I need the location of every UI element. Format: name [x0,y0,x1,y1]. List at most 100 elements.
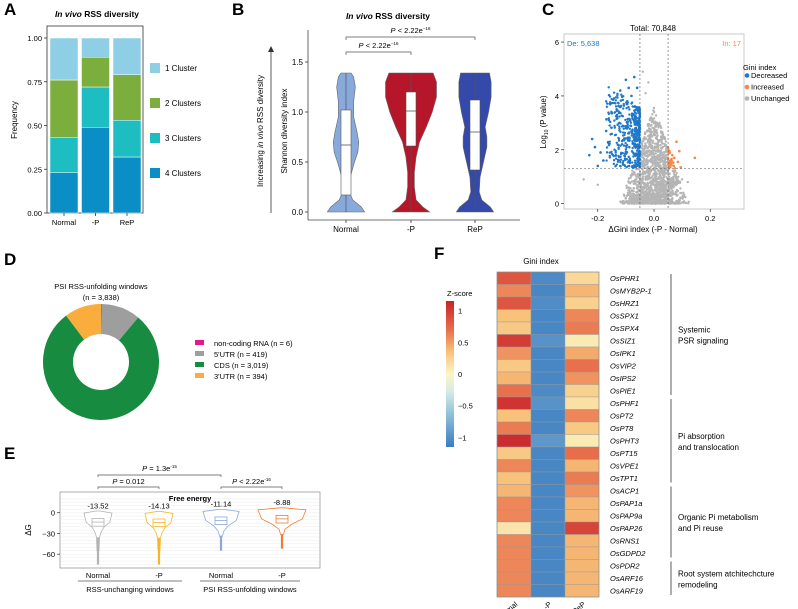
data-point-unchanged [647,81,650,84]
data-point-decreased [631,140,634,143]
heatmap-cell [564,396,600,410]
data-point-decreased [607,117,611,120]
data-point [635,200,638,204]
data-point-decreased [636,129,639,132]
x-tick-label: Normal [52,218,77,227]
data-point-decreased [634,132,638,136]
donut-slice-3-utr [66,304,101,340]
data-point-decreased [626,126,630,129]
data-point [653,177,657,180]
data-point [678,180,682,183]
data-point-decreased [631,132,634,135]
data-point-decreased [625,107,628,110]
data-point-decreased [628,160,632,164]
x-tick-label: Normal [333,225,359,234]
data-point [637,182,641,185]
data-point-decreased [614,153,617,157]
data-point-decreased [636,119,639,123]
data-point [637,201,640,204]
data-point-decreased [604,100,608,103]
data-point [677,199,680,202]
data-point-decreased [622,144,626,147]
data-point [682,193,685,197]
data-point [642,192,646,195]
data-point [640,186,644,189]
x-tick-label: -P [407,225,415,234]
data-point [629,194,632,197]
heatmap-cell [530,534,566,548]
column-label: -P [542,600,554,609]
data-point-decreased [610,97,613,101]
data-point [651,159,655,162]
data-point [657,148,660,151]
data-point [652,197,655,200]
data-point [664,168,667,172]
data-point-decreased [614,99,617,102]
data-point [631,194,634,197]
data-point [650,120,654,124]
data-point-decreased [618,125,621,128]
data-point [649,143,653,147]
data-point [661,198,665,202]
data-point [670,177,673,180]
data-point [655,172,658,175]
data-point-decreased [618,164,622,168]
p-exponent: −16 [391,41,399,46]
median-label: -8.88 [273,498,290,507]
data-point [644,178,647,181]
data-point-decreased [637,147,641,150]
data-point [661,158,664,162]
heatmap-cell [496,459,532,473]
x-tick-label: 0.2 [705,214,715,223]
group-label: and Pi reuse [678,524,723,533]
data-point-decreased [622,139,626,142]
data-point-decreased [612,97,616,100]
data-point [657,126,660,129]
data-point-decreased [616,93,619,97]
data-point-decreased [638,165,641,169]
heatmap-cell [564,409,600,423]
p-value-label: P = 1.3e-15 [142,464,177,473]
colorbar-tick-label: 0.5 [458,338,468,347]
data-point-decreased [635,134,639,138]
data-point [649,131,652,134]
data-point-decreased [613,126,617,129]
data-point-decreased [608,140,611,143]
data-point [651,126,654,129]
data-point [638,179,641,183]
data-point [652,106,656,110]
row-label-gene: OsPHT3 [610,437,640,446]
panel-c-decreased-count: De: 5,638 [567,39,600,48]
data-point [653,145,656,148]
data-point [663,142,666,146]
data-point [658,181,662,184]
data-point [675,201,678,205]
panel-d-donut: PSI RSS-unfolding windows (n = 3,838) no… [43,282,293,421]
data-point-decreased [624,125,628,128]
data-point [651,113,654,116]
legend-label: CDS (n = 3,019) [214,361,269,370]
heatmap-cell [530,471,566,485]
panel-c-title: Total: 70,848 [630,24,676,33]
data-point [669,178,672,182]
data-point [625,199,629,203]
heatmap-cell [564,446,600,460]
data-point [650,194,653,197]
data-point [653,142,657,145]
x-tick-label: Normal [209,571,234,580]
data-point [651,164,654,167]
data-point [659,170,662,174]
data-point-increased [675,140,678,143]
data-point-decreased [616,101,620,104]
data-point [663,195,667,198]
x-tick-label: -P [155,571,163,580]
row-label-gene: OsVPE1 [610,462,639,471]
data-point [650,146,654,149]
data-point-decreased [630,134,633,137]
row-label-gene: OsGDPD2 [610,549,646,558]
data-point-decreased [621,98,625,102]
data-point-decreased [635,112,638,115]
legend-label: 3'UTR (n = 394) [214,372,268,381]
data-point [655,187,658,190]
